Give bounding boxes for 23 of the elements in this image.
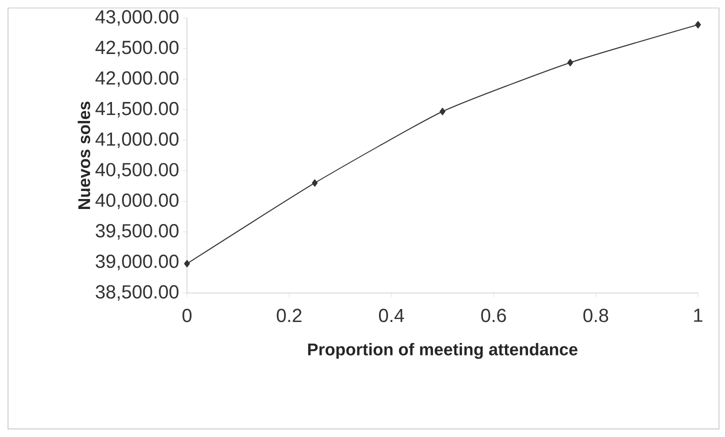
x-axis-title: Proportion of meeting attendance	[308, 343, 578, 359]
x-tick-label: 0.6	[481, 308, 506, 322]
x-tick-label: 0.4	[378, 308, 404, 322]
y-tick-label: 42,500.00	[95, 40, 178, 56]
x-tick-label: 0.2	[276, 308, 302, 322]
point	[567, 58, 574, 66]
point	[695, 21, 701, 28]
y-tick-label: 41,500.00	[95, 102, 178, 118]
y-tick-label: 39,500.00	[96, 224, 178, 240]
y-tick-label: 41,000.00	[95, 132, 178, 148]
point	[184, 260, 190, 268]
x-tick-label: 1	[694, 308, 702, 322]
y-tick-label: 42,000.00	[95, 71, 178, 87]
y-tick-label: 40,000.00	[95, 194, 178, 210]
y-tick-label: 43,000.00	[95, 10, 178, 26]
point	[440, 108, 446, 116]
point	[312, 179, 318, 187]
y-tick-label: 38,500.00	[96, 285, 178, 301]
x-tick-label: 0	[182, 308, 192, 322]
y-tick-label: 40,500.00	[95, 162, 178, 179]
y-axis-title: Nuevos soles	[78, 102, 90, 209]
x-tick-label: 0.8	[583, 308, 608, 322]
y-tick-label: 39,000.00	[96, 254, 178, 270]
